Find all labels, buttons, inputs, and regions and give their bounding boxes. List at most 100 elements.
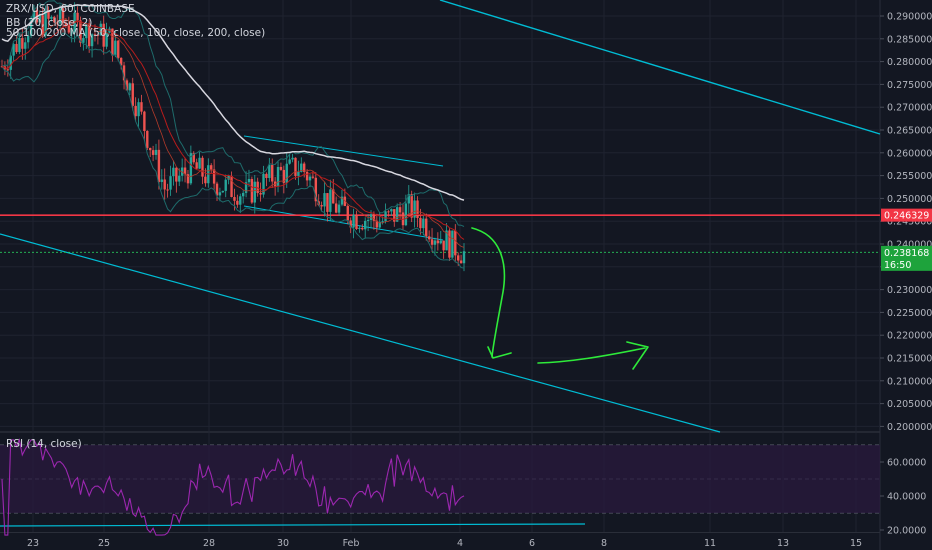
candle-body	[314, 177, 318, 202]
candle-body	[186, 174, 190, 184]
time-axis-label: Feb	[343, 538, 360, 549]
price-axis-label: 0.250000	[887, 194, 932, 205]
price-axis-label: 0.200000	[887, 422, 932, 433]
candle-body	[427, 236, 431, 240]
candle-body	[285, 163, 288, 183]
price-axis-label: 0.270000	[887, 103, 932, 114]
rsi-legend[interactable]: RSI (14, close)	[6, 438, 82, 450]
rsi-axis-label: 40.0000	[887, 492, 926, 503]
drawings-layer	[0, 0, 881, 527]
candle-body	[41, 15, 44, 36]
candle-body	[250, 179, 254, 203]
price-axis-label: 0.255000	[887, 171, 932, 182]
candle-body	[146, 130, 149, 148]
candle-body	[157, 149, 161, 182]
candle-body	[236, 200, 239, 205]
candle-body	[337, 204, 341, 213]
candle-body	[218, 192, 222, 196]
candle-body	[233, 196, 236, 201]
candle-body	[221, 190, 225, 193]
candle-body	[456, 255, 460, 261]
candle-body	[262, 173, 265, 195]
candle-body	[395, 207, 399, 222]
candle-body	[154, 149, 158, 155]
bb-legend[interactable]: BB (20, close, 2)	[6, 17, 93, 29]
price-axis-label: 0.285000	[887, 34, 932, 45]
price-axis-label: 0.240000	[887, 240, 932, 251]
candle-body	[151, 150, 155, 155]
ma-legend[interactable]: 50,100,200 MA (50, close, 100, close, 20…	[6, 27, 266, 39]
candle-body	[111, 28, 114, 56]
candle-body	[143, 111, 146, 131]
annotation-arrows	[471, 227, 649, 370]
flag-lower-line	[243, 205, 444, 241]
candle-body	[96, 34, 100, 36]
down-arrow-curve	[471, 227, 506, 358]
candle-body	[12, 43, 15, 56]
candle-body	[29, 19, 33, 36]
candle-body	[204, 176, 207, 184]
candle-body	[50, 16, 53, 19]
candle-body	[82, 38, 85, 43]
candle-body	[393, 209, 396, 222]
time-axis-label: 4	[457, 538, 463, 549]
last-price-tag-bg	[881, 245, 932, 259]
price-axis-label: 0.280000	[887, 57, 932, 68]
candle-body	[26, 35, 30, 43]
candle-body	[448, 230, 451, 258]
symbol-legend[interactable]: ZRX/USD, 60, COINBASE	[6, 3, 135, 15]
candle-body	[32, 9, 36, 20]
candle-body	[425, 218, 428, 237]
candle-body	[198, 157, 201, 169]
candle-body	[192, 153, 195, 163]
price-axis-label: 0.220000	[887, 331, 932, 342]
candle-body	[288, 159, 291, 164]
candle-body	[419, 217, 422, 229]
candle-body	[21, 38, 24, 49]
candle-body	[349, 220, 352, 228]
support-price-tag: 0.246329	[884, 211, 929, 222]
candle-body	[413, 200, 416, 218]
candle-body	[364, 220, 367, 230]
price-series	[0, 0, 466, 272]
candle-body	[230, 175, 233, 197]
right-arrow-head	[626, 341, 649, 370]
candle-body	[358, 227, 361, 230]
candle-body	[79, 20, 82, 43]
candle-body	[134, 105, 137, 117]
candle-body	[361, 227, 364, 230]
candle-body	[70, 32, 73, 34]
candle-body	[76, 12, 79, 21]
candle-body	[265, 173, 268, 179]
down-arrow-head	[487, 346, 512, 359]
candle-body	[148, 147, 152, 151]
candle-body	[201, 157, 204, 177]
candle-body	[64, 22, 68, 26]
candle-body	[114, 40, 117, 56]
candle-body	[340, 196, 344, 205]
candle-body	[372, 214, 376, 221]
countdown-tag: 16:50	[884, 260, 911, 271]
candle-body	[122, 65, 126, 81]
countdown-tag-bg	[881, 257, 932, 271]
candle-body	[183, 167, 187, 175]
candle-body	[44, 10, 47, 36]
time-axis-label: 15	[850, 538, 862, 549]
candle-body	[451, 230, 454, 258]
candle-body	[300, 163, 303, 172]
axes: 23 25 28 30 Feb 4 6 8 11 13 15 0.290000 0.285000 0.28…	[27, 12, 932, 550]
candle-body	[294, 157, 297, 176]
candle-body	[329, 189, 332, 212]
candle-body	[137, 102, 140, 117]
time-axis-label: 13	[777, 538, 789, 549]
time-axis-label: 30	[277, 538, 289, 549]
time-axis-label: 8	[601, 538, 607, 549]
candle-body	[320, 205, 323, 207]
candle-body	[416, 200, 419, 218]
time-axis-label: 6	[529, 538, 535, 549]
rsi-axis-label: 20.0000	[887, 526, 926, 537]
candle-body	[381, 221, 384, 223]
candle-body	[85, 23, 88, 39]
